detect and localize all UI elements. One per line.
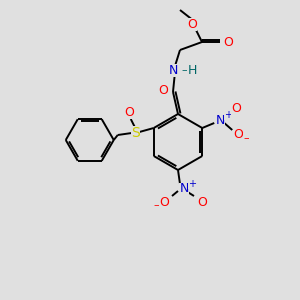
Text: +: +: [188, 179, 196, 189]
Text: –: –: [153, 200, 159, 210]
Text: O: O: [159, 196, 169, 209]
Text: O: O: [223, 35, 233, 49]
Text: O: O: [187, 17, 197, 31]
Text: O: O: [231, 103, 241, 116]
Text: +: +: [224, 110, 232, 120]
Text: O: O: [197, 196, 207, 209]
Text: N: N: [168, 64, 178, 76]
Text: H: H: [187, 64, 197, 76]
Text: –: –: [181, 65, 187, 75]
Text: S: S: [131, 126, 140, 140]
Text: –: –: [243, 133, 249, 143]
Text: O: O: [233, 128, 243, 142]
Text: O: O: [124, 106, 134, 118]
Text: N: N: [179, 182, 189, 196]
Text: O: O: [158, 85, 168, 98]
Text: N: N: [216, 115, 225, 128]
